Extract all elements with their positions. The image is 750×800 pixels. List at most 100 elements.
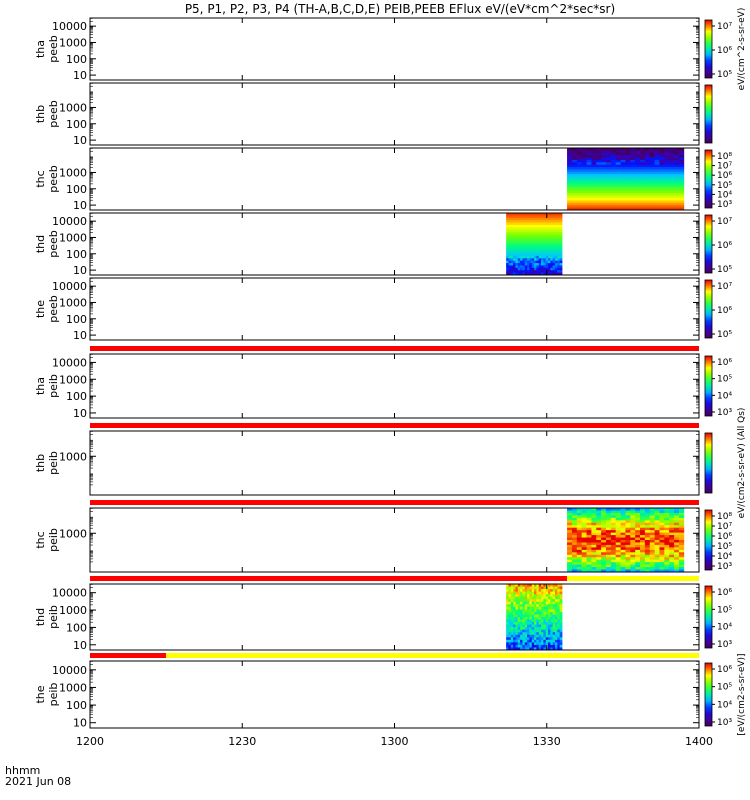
heatmap-cell [571,532,578,536]
heatmap-cell [678,162,685,166]
heatmap-cell [506,586,509,590]
x-axis: 1200 1230 1300 1330 1400 [76,18,713,748]
heatmap-cell [543,270,547,274]
heatmap-cell [640,557,646,561]
heatmap-cell [536,227,540,231]
heatmap-cell [640,517,646,521]
heatmap-cell [644,520,651,524]
heatmap-cell [555,586,558,590]
heatmap-cell [536,594,540,598]
heatmap-cell [610,183,617,187]
heatmap-cell [536,232,540,235]
heatmap-cell [531,634,535,638]
heatmap-cell [531,632,535,636]
heatmap-cell [640,162,646,166]
heatmap-cell [601,525,607,529]
heatmap-cell [534,267,537,271]
heatmap-cell [591,512,597,516]
heatmap-cell [586,552,592,556]
heatmap-cell [586,517,592,521]
heatmap-cell [620,562,626,566]
heatmap-cell [559,609,563,613]
heatmap-cell [567,152,573,156]
heatmap-cell [543,241,547,245]
heatmap-cell [534,622,537,626]
heatmap-cell [541,596,544,600]
heatmap-cell [506,614,509,618]
heatmap-cell [620,169,626,173]
heatmap-cell [527,627,530,631]
heatmap-cell [586,569,592,573]
heatmap-cell [548,251,551,254]
heatmap-cell [555,601,558,605]
heatmap-cell [576,207,583,211]
heatmap-cell [610,567,617,570]
heatmap-cell [524,232,528,235]
heatmap-cell [559,224,563,228]
heatmap-cell [515,614,519,618]
heatmap-cell [531,601,535,605]
y-tick-label: 10000 [52,356,87,369]
heatmap-cell [625,554,631,558]
heatmap-cell [640,169,646,173]
heatmap-cell [601,532,607,536]
y-tick-label: 1000 [59,681,87,694]
heatmap-cell [527,617,530,620]
heatmap-cell [524,224,528,228]
heatmap-cell [659,198,665,201]
heatmap-cell [654,150,660,154]
y-tick-label: 10 [73,264,87,277]
heatmap-cell [635,544,641,548]
heatmap-cell [527,596,530,600]
heatmap-cell [576,181,583,185]
heatmap-cell [674,167,680,170]
heatmap-cell [640,198,646,201]
heatmap-cell [610,559,617,563]
heatmap-cell [664,171,670,175]
heatmap-cell [591,164,597,168]
heatmap-cell [522,599,526,603]
heatmap-cell [541,624,544,628]
heatmap-cell [548,260,551,264]
heatmap-cell [640,176,646,180]
heatmap-cell [527,591,530,595]
heatmap-cell [559,614,563,618]
heatmap-cell [541,246,544,250]
heatmap-cell [678,159,685,163]
heatmap-cell [536,611,540,615]
colorbar-tick-label: 10⁵ [717,542,732,552]
heatmap-cell [567,564,573,568]
heatmap-cell [605,510,612,514]
heatmap-cell [659,162,665,166]
heatmap-cell [644,564,651,568]
heatmap-cell [548,644,551,648]
heatmap-cell [664,549,670,553]
colorbar-tick-label: 10⁶ [717,665,732,675]
heatmap-cell [510,255,514,259]
heatmap-cell [541,644,544,648]
heatmap-cell [644,544,651,548]
heatmap-cell [581,520,587,524]
heatmap-cell [515,604,519,608]
heatmap-cell [531,215,535,219]
heatmap-cell [674,554,680,558]
heatmap-cell [531,584,535,587]
heatmap-cell [520,619,523,623]
heatmap-cell [581,547,587,551]
heatmap-cell [529,606,533,610]
heatmap-cell [659,186,665,189]
panel-label-probe: the [34,300,47,318]
panel-label-probe: thd [34,235,47,253]
heatmap-cell [557,609,561,613]
heatmap-cell [659,544,665,548]
heatmap-cell [659,181,665,185]
heatmap-cell [555,627,558,631]
heatmap-cell [591,535,597,538]
heatmap-cell [524,227,528,231]
heatmap-cell [550,601,554,605]
heatmap-cell [659,515,665,519]
heatmap-cell [555,639,558,643]
y-tick-label: 100 [66,118,87,131]
heatmap-cell [630,512,636,516]
heatmap-cell [669,510,675,514]
